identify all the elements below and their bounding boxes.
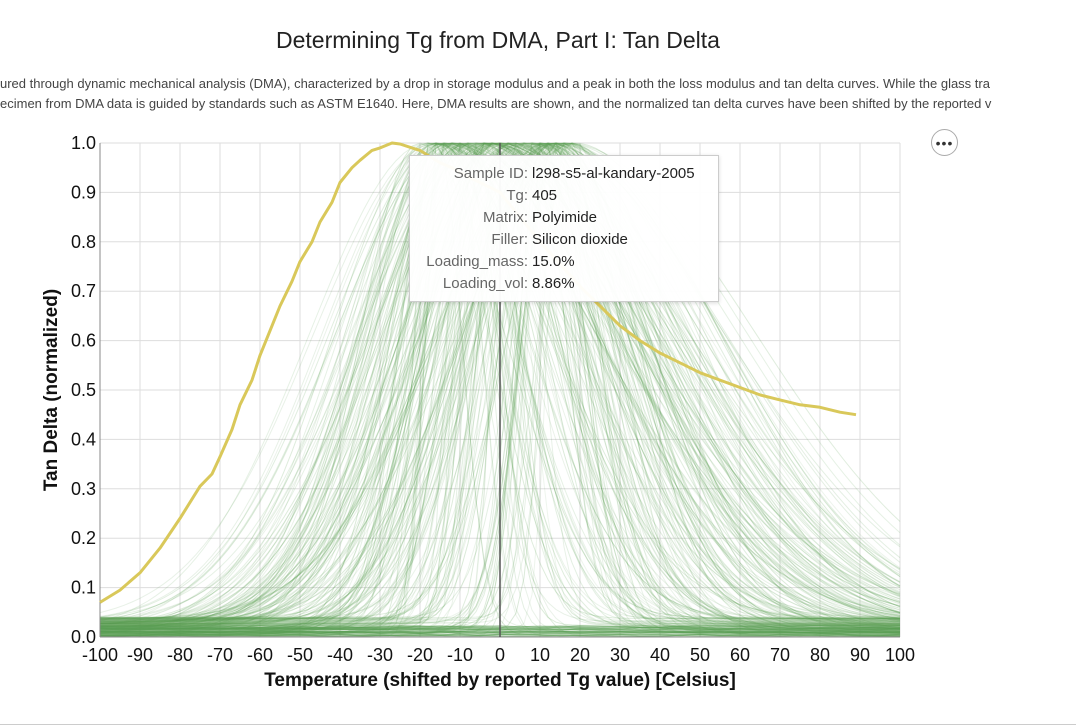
y-tick-label: 0.6 [71,331,96,351]
x-tick-label: 70 [770,645,790,665]
x-tick-label: 100 [885,645,915,665]
x-tick-label: 20 [570,645,590,665]
x-tick-label: 50 [690,645,710,665]
description-line-1: ured through dynamic mechanical analysis… [0,76,990,91]
tooltip-value: 15.0% [532,253,575,270]
tooltip-value: 405 [532,187,558,204]
y-tick-label: 0.1 [71,578,96,598]
chart-description: ured through dynamic mechanical analysis… [0,74,1076,114]
y-tick-label: 0.4 [71,429,96,449]
x-tick-label: 40 [650,645,670,665]
x-tick-label: -40 [327,645,353,665]
description-line-2: ecimen from DMA data is guided by standa… [0,96,992,111]
x-tick-label: -50 [287,645,313,665]
tooltip-row: Loading_vol: 8.86% [410,273,718,295]
tooltip-key: Filler: [491,231,528,248]
tooltip-key: Loading_vol: [442,275,528,292]
y-tick-label: 0.3 [71,479,96,499]
y-tick-label: 0.0 [71,627,96,647]
tooltip-row: Matrix: Polyimide [410,207,718,229]
x-tick-label: -100 [82,645,118,665]
x-tick-label: -60 [247,645,273,665]
tooltip-row: Filler: Silicon dioxide [410,229,718,251]
x-tick-label: 10 [530,645,550,665]
x-tick-label: 80 [810,645,830,665]
y-tick-label: 0.8 [71,232,96,252]
tooltip-row: Sample ID: l298-s5-al-kandary-2005 [410,163,718,185]
x-tick-label: -90 [127,645,153,665]
tooltip-value: Silicon dioxide [532,231,628,248]
x-tick-label: -30 [367,645,393,665]
tooltip-row: Tg: 405 [410,185,718,207]
y-tick-label: 0.5 [71,380,96,400]
x-tick-label: 60 [730,645,750,665]
x-tick-label: -10 [447,645,473,665]
y-axis-title: Tan Delta (normalized) [41,289,62,491]
tooltip-value: Polyimide [532,209,598,226]
x-tick-label: -80 [167,645,193,665]
ellipsis-icon: ••• [935,134,954,151]
y-tick-label: 0.7 [71,281,96,301]
highlighted-curve[interactable] [99,141,857,604]
tooltip-key: Matrix: [483,209,528,226]
x-tick-label: 30 [610,645,630,665]
chart-title: Determining Tg from DMA, Part I: Tan Del… [276,27,720,53]
tooltip-key: Loading_mass: [426,253,528,270]
x-tick-label: 0 [495,645,505,665]
x-tick-label: -70 [207,645,233,665]
tooltip-value: 8.86% [532,275,575,292]
tooltip: Sample ID: l298-s5-al-kandary-2005 Tg: 4… [409,155,719,302]
x-tick-labels: -100 -90 -80 -70 -60 -50 -40 -30 -20 -10 0 10 20 30 40… [82,645,915,665]
x-tick-label: -20 [407,645,433,665]
tooltip-key: Sample ID: [453,165,528,182]
tooltip-value: l298-s5-al-kandary-2005 [532,165,695,182]
chart-menu-button[interactable]: ••• [931,129,958,156]
bottom-divider [0,724,1076,725]
y-tick-label: 1.0 [71,133,96,153]
tooltip-row: Loading_mass: 15.0% [410,251,718,273]
x-tick-label: 90 [850,645,870,665]
tooltip-key: Tg: [506,187,528,204]
y-tick-labels: 0.0 0.1 0.2 0.3 0.4 0.5 0.6 0.7 0.8 0.9 1.0 [71,133,96,647]
x-axis-title: Temperature (shifted by reported Tg valu… [264,670,736,691]
y-tick-label: 0.2 [71,528,96,548]
y-tick-label: 0.9 [71,182,96,202]
